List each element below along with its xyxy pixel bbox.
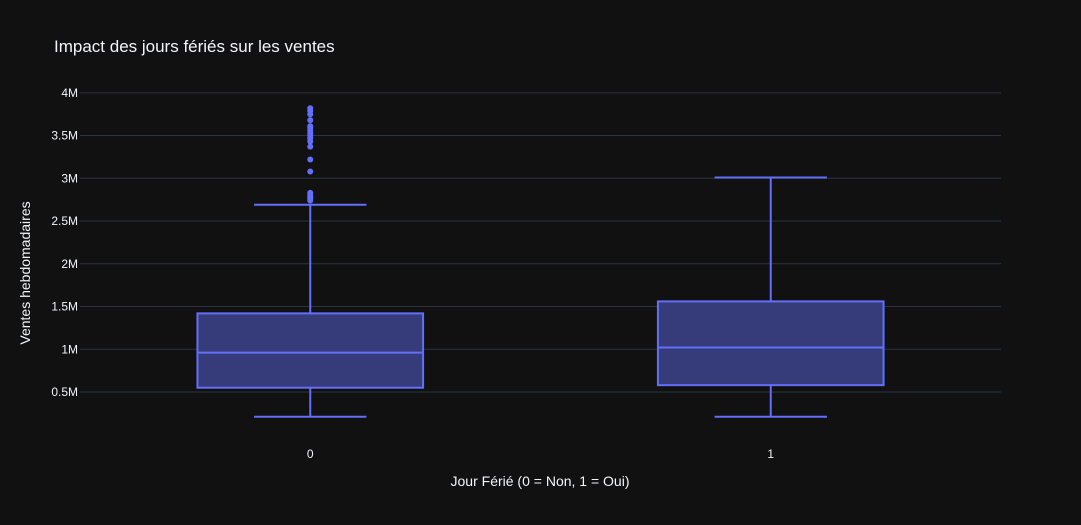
y-tick-label: 4M — [61, 86, 78, 100]
y-tick-label: 1.5M — [51, 300, 78, 314]
y-axis-ticks: 0.5M 1M 1.5M 2M 2.5M 3M 3.5M 4M — [51, 86, 78, 399]
outlier-point — [307, 189, 314, 196]
y-tick-label: 3.5M — [51, 129, 78, 143]
box-0 — [196, 105, 425, 418]
y-tick-label: 1M — [61, 342, 78, 356]
box-iqr — [196, 312, 425, 389]
outlier-point — [307, 156, 314, 163]
y-tick-label: 3M — [61, 171, 78, 185]
box-iqr — [656, 300, 885, 387]
x-axis-title: Jour Férié (0 = Non, 1 = Oui) — [451, 473, 630, 489]
y-tick-label: 2.5M — [51, 214, 78, 228]
y-tick-label: 2M — [61, 257, 78, 271]
outlier-point — [307, 123, 314, 130]
box-1 — [656, 176, 885, 418]
outlier-point — [307, 168, 314, 175]
box-series — [196, 105, 885, 418]
x-tick-label: 1 — [767, 447, 774, 461]
y-axis-title: Ventes hebdomadaires — [17, 201, 33, 344]
outlier-point — [307, 143, 314, 150]
outlier-point — [307, 105, 314, 112]
x-tick-label: 0 — [307, 447, 314, 461]
chart-title: Impact des jours fériés sur les ventes — [54, 37, 335, 56]
y-tick-label: 0.5M — [51, 385, 78, 399]
outlier-point — [307, 117, 314, 124]
